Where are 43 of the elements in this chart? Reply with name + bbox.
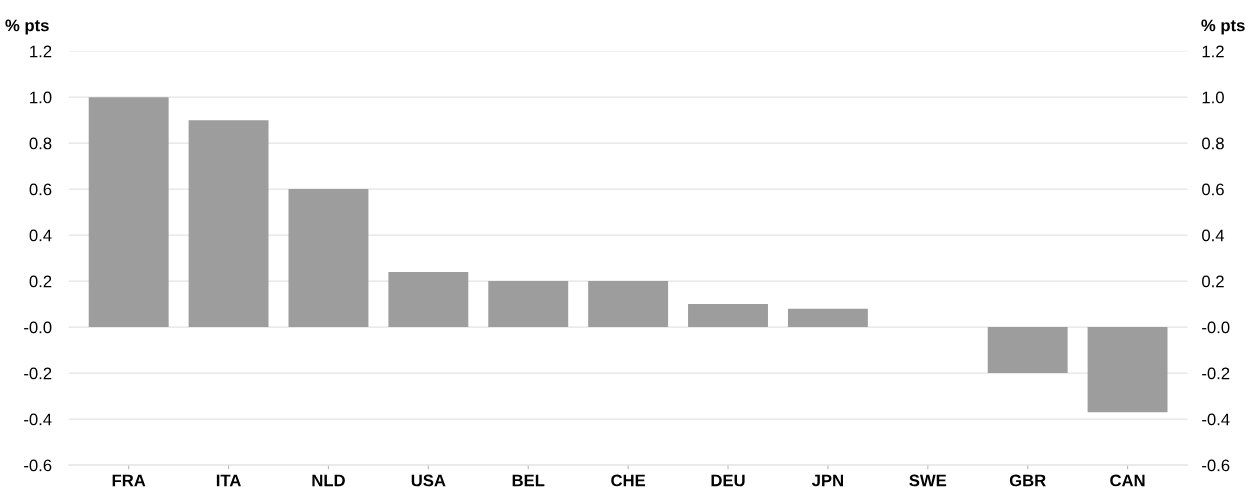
y-axis-title: % pts xyxy=(5,19,49,35)
y-tick-label: -0.4 xyxy=(24,413,52,426)
x-tick-label: JPN xyxy=(811,474,843,487)
y-tick-label: 0.8 xyxy=(29,137,52,150)
y2-tick-label: 1.0 xyxy=(1202,91,1224,104)
y2-tick-label: 1.2 xyxy=(1202,45,1224,58)
y2-tick-label: 0.8 xyxy=(1202,137,1224,150)
y-tick-label: -0.0 xyxy=(24,321,52,334)
x-tick-label: ITA xyxy=(216,474,241,487)
bar xyxy=(588,281,669,328)
bar xyxy=(88,97,169,328)
y2-tick-label: 0.6 xyxy=(1202,183,1224,196)
y-tick-label: 0.2 xyxy=(29,275,52,288)
y2-tick-label: 0.4 xyxy=(1202,229,1225,242)
y-tick-label: -0.6 xyxy=(24,459,52,472)
y-tick-label: 1.2 xyxy=(30,45,52,58)
bar xyxy=(388,271,469,328)
x-tick-label: SWE xyxy=(909,474,947,487)
y-tick-label: 0.4 xyxy=(29,229,52,242)
bar xyxy=(488,281,569,328)
x-tick-label: CHE xyxy=(611,474,646,487)
bar xyxy=(1087,327,1168,413)
bar xyxy=(188,120,269,328)
y2-tick-label: -0.2 xyxy=(1202,367,1230,380)
y-tick-label: 1.0 xyxy=(30,91,52,104)
x-tick-label: USA xyxy=(411,474,446,487)
x-tick-label: FRA xyxy=(112,474,146,487)
x-tick-label: BEL xyxy=(512,474,545,487)
bar xyxy=(787,308,868,328)
x-tick-label: CAN xyxy=(1110,474,1145,487)
bar xyxy=(288,189,369,328)
bar xyxy=(688,304,768,328)
y-tick-label: -0.2 xyxy=(24,367,52,380)
x-tick-label: NLD xyxy=(312,474,345,487)
x-tick-label: GBR xyxy=(1009,474,1046,487)
y-tick-label: 0.6 xyxy=(29,183,52,196)
bar xyxy=(987,327,1068,374)
y2-axis-title: % pts xyxy=(1201,19,1245,35)
x-tick-label: DEU xyxy=(711,474,745,487)
y2-tick-label: -0.0 xyxy=(1202,321,1230,334)
y2-tick-label: 0.2 xyxy=(1202,275,1224,288)
y2-tick-label: -0.6 xyxy=(1202,459,1230,472)
y2-tick-label: -0.4 xyxy=(1202,413,1230,426)
